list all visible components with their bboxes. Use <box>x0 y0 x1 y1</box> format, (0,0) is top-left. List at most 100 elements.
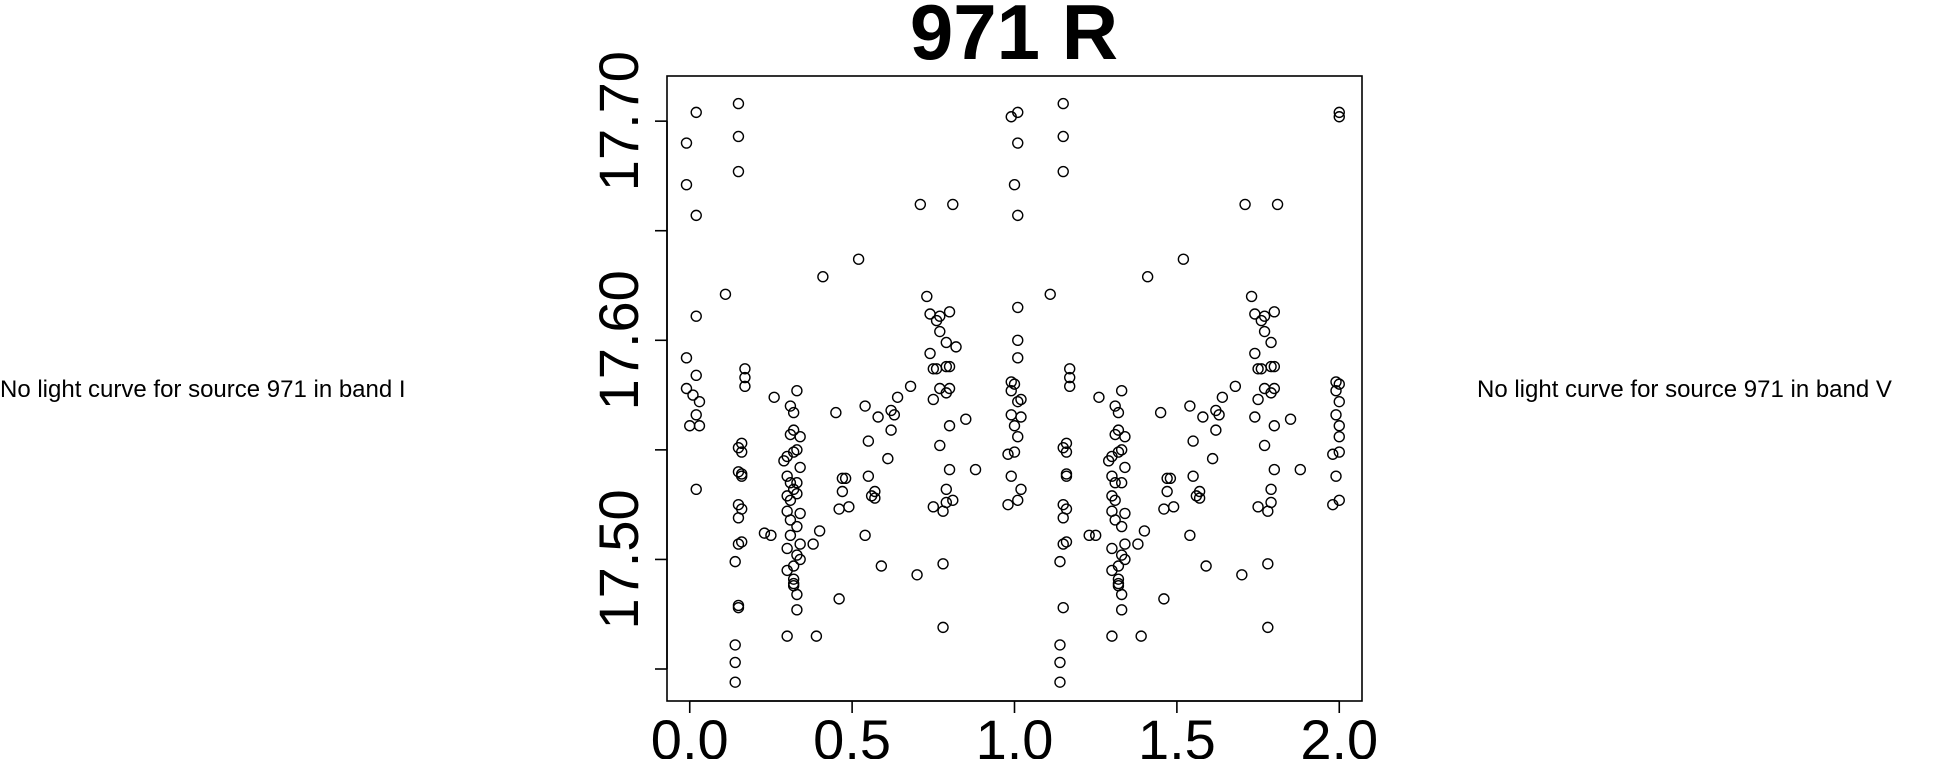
data-point <box>937 558 949 570</box>
data-point <box>1249 347 1261 360</box>
data-point <box>1057 601 1069 614</box>
data-point <box>1284 413 1297 425</box>
data-points <box>680 97 1345 688</box>
data-point <box>950 341 962 353</box>
data-point <box>810 630 823 642</box>
data-point <box>1268 382 1281 395</box>
data-point <box>735 437 748 449</box>
data-point <box>1083 529 1095 542</box>
data-point <box>1057 512 1069 524</box>
data-point <box>1008 420 1021 432</box>
data-point <box>1119 553 1131 566</box>
data-point <box>739 363 751 375</box>
data-point <box>927 393 940 406</box>
data-point <box>885 424 897 436</box>
data-point <box>817 271 829 283</box>
data-point <box>1093 391 1105 403</box>
data-point <box>1064 371 1076 384</box>
data-point <box>1252 501 1264 513</box>
data-point <box>1057 97 1069 110</box>
data-point <box>690 483 702 496</box>
data-point <box>969 463 982 476</box>
data-point <box>690 106 702 119</box>
data-point <box>1109 514 1121 526</box>
data-point <box>784 477 797 489</box>
data-point <box>927 501 940 513</box>
data-point <box>729 656 741 669</box>
data-point <box>960 413 972 425</box>
data-point <box>924 347 936 360</box>
data-point <box>1268 420 1281 432</box>
data-point <box>693 420 706 432</box>
data-point <box>943 463 956 476</box>
data-point <box>765 529 777 542</box>
data-point <box>911 569 923 581</box>
data-point <box>1187 435 1199 447</box>
data-point <box>735 536 748 548</box>
data-point <box>791 384 803 397</box>
data-point <box>1112 573 1125 585</box>
data-point <box>1193 492 1206 504</box>
data-point <box>1112 446 1125 458</box>
data-point <box>1177 253 1190 265</box>
data-point <box>1012 209 1024 222</box>
data-point <box>1333 446 1345 458</box>
data-point <box>875 560 888 572</box>
data-point <box>1015 393 1027 406</box>
data-point <box>862 470 875 482</box>
data-point <box>1135 630 1147 642</box>
data-point <box>791 588 803 601</box>
data-point <box>839 472 852 485</box>
data-point <box>934 310 946 322</box>
data-point <box>891 391 904 403</box>
no-curve-note-band-i: No light curve for source 971 in band I <box>0 376 406 403</box>
data-point <box>732 599 745 612</box>
data-point <box>729 639 741 651</box>
data-point <box>1206 452 1219 465</box>
data-point <box>1060 536 1073 548</box>
x-tick-label: 0.0 <box>651 708 729 759</box>
data-point <box>1141 271 1154 283</box>
data-point <box>914 198 927 211</box>
data-point <box>1012 301 1024 314</box>
data-point <box>1115 588 1128 601</box>
data-point <box>781 630 793 642</box>
data-point <box>1200 560 1212 572</box>
data-point <box>1249 411 1261 423</box>
data-point <box>1044 288 1056 300</box>
data-point <box>943 382 956 395</box>
data-point <box>1249 308 1261 320</box>
data-point <box>732 538 745 550</box>
data-point <box>791 444 803 456</box>
data-point <box>1333 378 1345 390</box>
data-point <box>1265 336 1277 349</box>
chart-title: 971 R <box>910 0 1118 76</box>
x-tick-label: 1.0 <box>976 708 1054 759</box>
data-point <box>1012 137 1024 149</box>
data-point <box>1164 472 1177 485</box>
data-point <box>1236 569 1248 581</box>
data-point <box>843 501 855 513</box>
data-point <box>940 336 952 349</box>
data-point <box>1057 165 1069 178</box>
data-point <box>1333 494 1345 506</box>
data-point <box>1115 520 1128 533</box>
data-point <box>852 253 865 265</box>
data-point <box>1216 391 1229 403</box>
data-point <box>1119 507 1131 520</box>
data-point <box>768 391 780 403</box>
data-point <box>1158 593 1170 605</box>
data-point <box>940 496 952 509</box>
data-point <box>732 130 745 143</box>
data-point <box>1333 395 1345 408</box>
y-axis: 17.50 17.60 17.70 <box>587 51 668 670</box>
data-point <box>739 380 751 393</box>
data-point <box>1012 494 1024 506</box>
data-point <box>1115 444 1128 456</box>
data-point <box>680 352 693 364</box>
data-point <box>1012 352 1024 364</box>
data-point <box>1265 360 1277 373</box>
data-point <box>947 198 959 211</box>
data-point <box>1213 409 1225 421</box>
data-point <box>729 555 741 568</box>
